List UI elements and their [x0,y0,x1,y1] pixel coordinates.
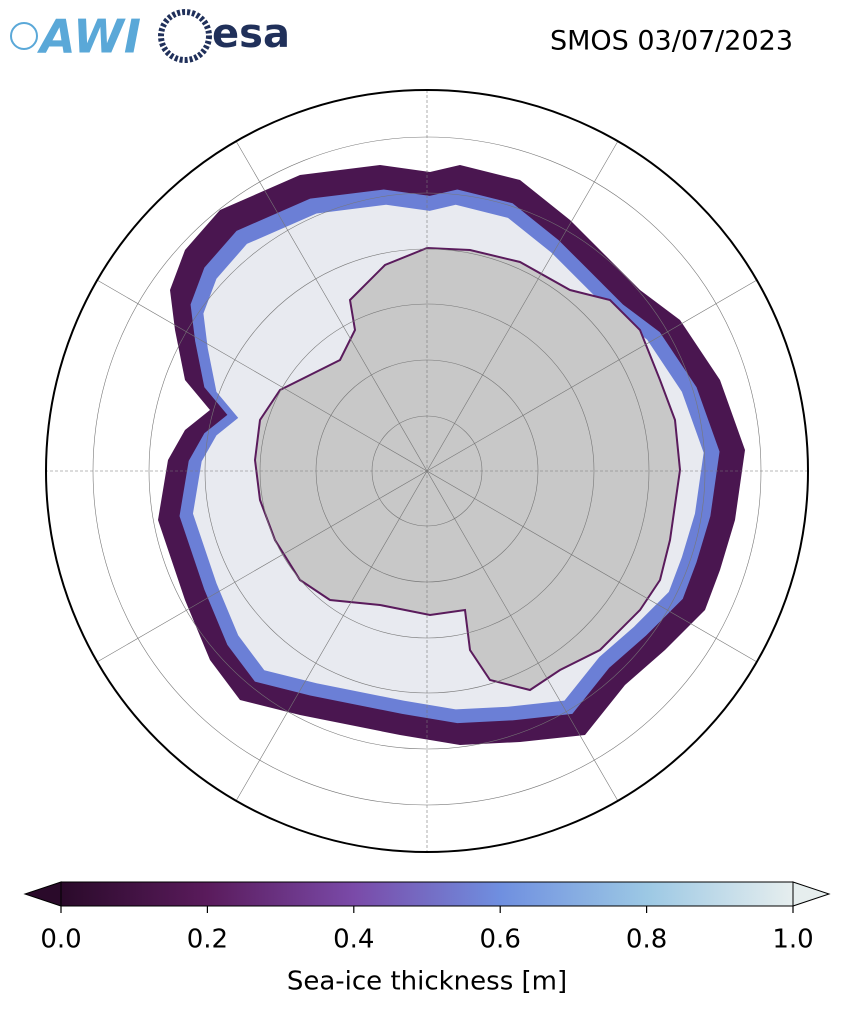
colorbar-tick-label: 0.2 [187,925,228,955]
colorbar-tick-label: 0.0 [40,925,81,955]
title: SMOS 03/07/2023 [550,26,793,57]
colorbar-label: Sea-ice thickness [m] [287,967,567,997]
antarctica [253,246,682,692]
logo-text: AWI [37,10,141,64]
map [46,90,808,852]
graticule [46,90,808,852]
colorbar-extend-low [23,881,62,907]
colorbar-tick-label: 0.6 [480,925,521,955]
esa-logo: esa [158,9,290,63]
map-frame [45,89,809,853]
colorbar [23,881,831,913]
colorbar-tick-label: 0.8 [626,925,667,955]
awi-logo: AWI [10,10,141,64]
colorbar-extend-high [792,881,831,907]
colorbar-tick-label: 0.4 [333,925,374,955]
colorbar-bar [60,881,794,907]
logo-text: esa [212,11,290,57]
colorbar-tick-label: 1.0 [772,925,813,955]
